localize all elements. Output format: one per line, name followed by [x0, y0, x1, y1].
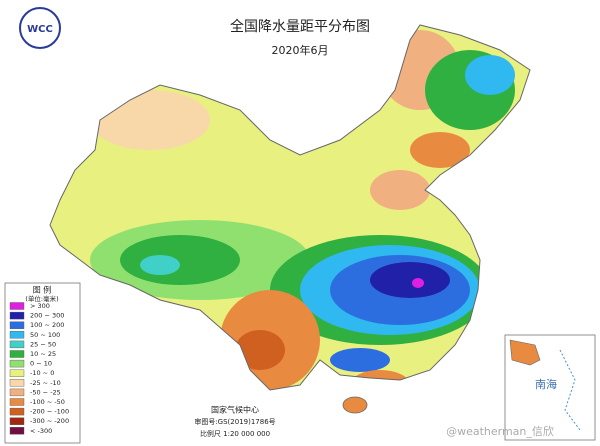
china-outline [49, 24, 531, 391]
legend-label: -50 ~ -25 [30, 388, 61, 396]
legend-label: 0 ~ 10 [30, 360, 52, 368]
footer-scale: 比例尺 1:20 000 000 [200, 429, 270, 438]
footer-org: 国家气候中心 [211, 405, 259, 415]
legend-title: 图 例 [33, 285, 52, 295]
legend-unit: (单位:毫米) [25, 294, 58, 303]
legend-swatch [9, 388, 25, 397]
legend-label: -10 ~ 0 [30, 369, 54, 377]
legend-swatch [9, 311, 25, 320]
legend-label: 200 ~ 300 [30, 312, 64, 320]
legend-label: -200 ~ -100 [30, 408, 69, 416]
legend-swatch [9, 407, 25, 416]
legend-label: -300 ~ -200 [30, 417, 69, 425]
legend-label: < -300 [30, 427, 52, 435]
logo-text: WCC [27, 24, 53, 35]
legend-swatch [9, 379, 25, 387]
legend-label: -100 ~ -50 [30, 398, 65, 406]
legend-label: -25 ~ -10 [30, 379, 61, 387]
legend-swatch [9, 321, 25, 329]
legend-label: > 300 [30, 302, 50, 310]
inset-label: 南海 [535, 377, 557, 391]
legend-label: 50 ~ 100 [30, 331, 60, 339]
inset-land [509, 339, 541, 366]
legend-swatch [9, 302, 25, 310]
map-title: 全国降水量距平分布图 [230, 18, 370, 35]
legend-swatch [9, 417, 25, 425]
map-subtitle: 2020年6月 [272, 43, 329, 57]
legend-swatch [9, 369, 25, 377]
inset-islands [559, 349, 581, 431]
legend-swatch [9, 331, 25, 339]
legend-swatch [9, 359, 25, 368]
legend-label: 10 ~ 25 [30, 350, 56, 358]
legend-label: 25 ~ 50 [30, 340, 56, 348]
legend-swatch [9, 340, 25, 349]
watermark: @weatherman_信欣 [446, 424, 554, 438]
legend-label: 100 ~ 200 [30, 321, 64, 329]
legend-swatch [9, 350, 25, 358]
legend-swatch [9, 427, 25, 435]
footer-approval: 审图号:GS(2019)1786号 [194, 417, 275, 426]
hainan [342, 396, 368, 414]
legend-swatch [9, 398, 25, 406]
logo [19, 7, 61, 49]
